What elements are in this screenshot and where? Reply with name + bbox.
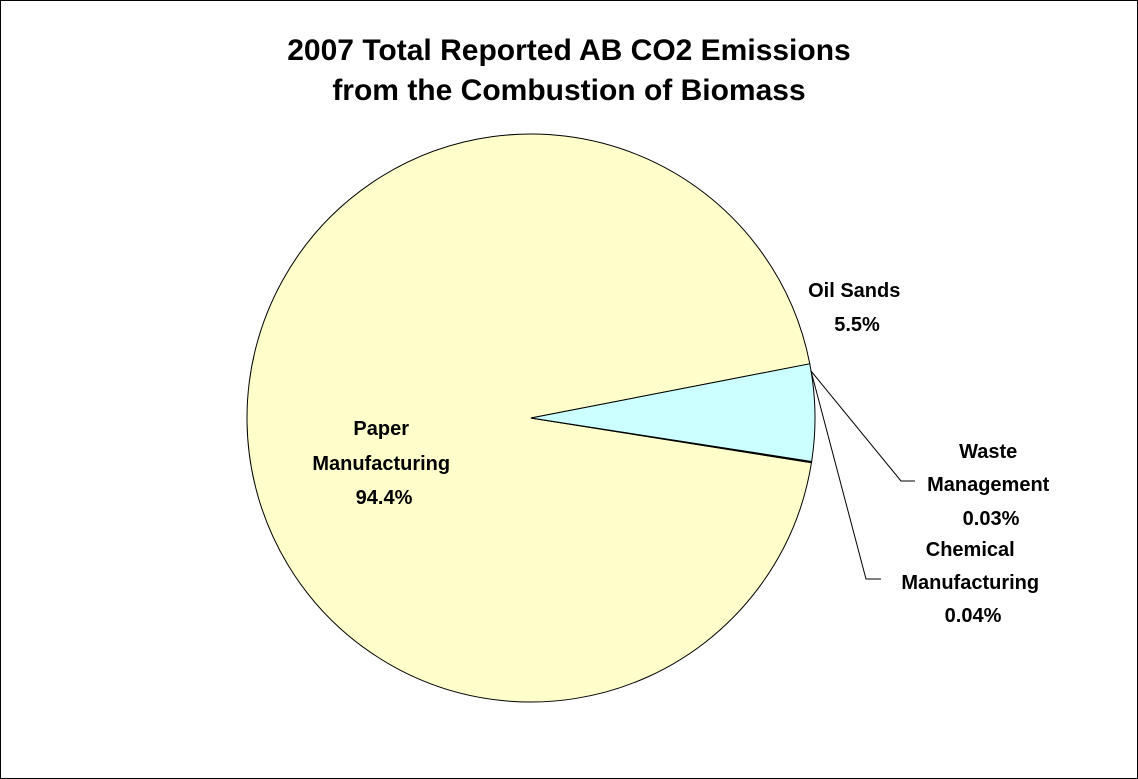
slice-label-chemical-manufacturing: Chemical Manufacturing 0.04% — [901, 539, 1044, 627]
leader-line-chemical-manufacturing — [810, 370, 881, 580]
slice-name-line: Paper — [353, 418, 409, 440]
leader-lines — [810, 370, 915, 580]
slice-name-line: Management — [927, 474, 1050, 496]
slice-value-label: 0.04% — [945, 605, 1002, 627]
chart-title-line-1: 2007 Total Reported AB CO2 Emissions — [287, 34, 851, 67]
slice-name-line: Waste — [959, 441, 1017, 463]
pie-slices — [246, 133, 816, 703]
chart-title-line-2: from the Combustion of Biomass — [332, 74, 806, 107]
pie-slice-oil-sands — [530, 363, 816, 463]
slice-label-paper-manufacturing: Paper Manufacturing 94.4% — [312, 418, 455, 509]
slice-name-line: Manufacturing — [312, 453, 450, 475]
chart-title: 2007 Total Reported AB CO2 Emissions fro… — [1, 31, 1137, 111]
slice-name-line: Chemical — [926, 539, 1015, 561]
pie-slice-paper-manufacturing — [246, 133, 813, 703]
slice-name-line: Manufacturing — [901, 572, 1039, 594]
slice-value-label: 94.4% — [356, 487, 413, 509]
slice-label-oil-sands: Oil Sands 5.5% — [808, 280, 906, 336]
slice-name-line: Oil Sands — [808, 280, 900, 302]
slice-value-label: 0.03% — [963, 508, 1020, 530]
leader-line-waste-management — [810, 370, 915, 482]
slice-label-waste-management: Waste Management 0.03% — [927, 441, 1055, 530]
slice-value-label: 5.5% — [834, 314, 880, 336]
